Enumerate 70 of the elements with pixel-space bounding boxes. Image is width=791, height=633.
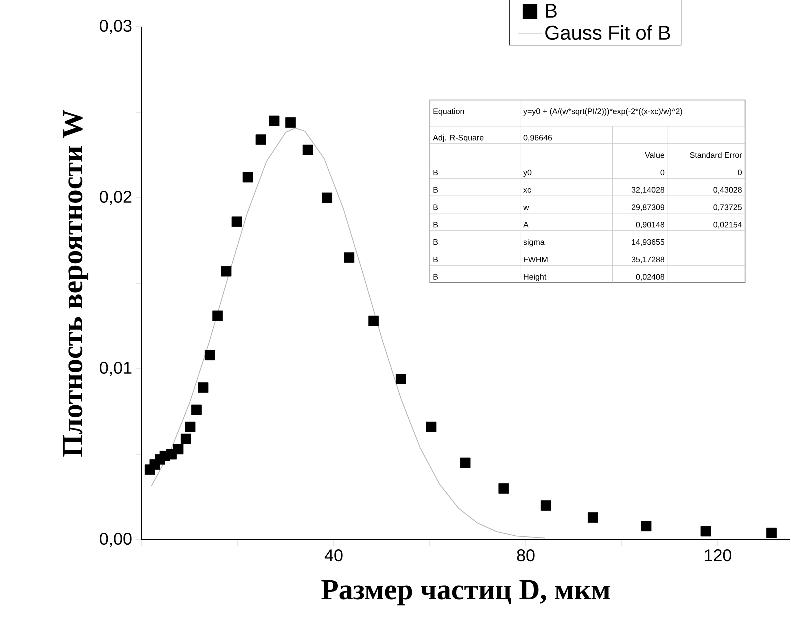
x-tick-label: 40 (324, 550, 343, 562)
annotation: Height (524, 274, 547, 282)
annotation: B (434, 256, 438, 262)
annotation: 35,17288 (632, 256, 665, 264)
point (232, 216, 242, 228)
annotation: B (434, 240, 438, 246)
point (192, 404, 202, 416)
y-tick-label: 0,00 (100, 532, 132, 548)
point (588, 512, 598, 523)
point (641, 521, 652, 532)
point (204, 350, 216, 361)
point (242, 172, 254, 183)
point (185, 422, 196, 432)
point (426, 422, 437, 432)
point (212, 310, 224, 322)
y-tick-label: 0,01 (100, 362, 132, 376)
annotation: 29,87309 (632, 204, 665, 212)
annotation: *exp(-2 (610, 108, 636, 116)
annotation: B (434, 222, 438, 228)
point (344, 252, 355, 264)
annotation: xc (524, 188, 532, 193)
y-axis-title: Плотность вероятности W (63, 110, 89, 457)
annotation: 0,43028 (714, 187, 742, 194)
annotation: Adj. R-Square (433, 134, 484, 142)
point (221, 266, 232, 277)
annotation: Equation (434, 108, 464, 116)
point (368, 316, 380, 326)
annotation: FWHM (524, 256, 548, 262)
annotation: B (434, 204, 438, 210)
annotation: 0 (660, 170, 665, 176)
legend-label: B (546, 4, 557, 18)
annotation: y=y0 + (A/(w*sqrt(PI/2))) (524, 108, 610, 116)
point (180, 434, 192, 444)
annotation: sigma (524, 239, 545, 247)
annotation: 0,02154 (714, 222, 742, 229)
annotation: Standard Error (690, 152, 742, 158)
y-tick-label: 0,02 (100, 190, 132, 206)
x-tick-label: 120 (705, 550, 732, 562)
point (256, 134, 266, 146)
annotation: 0,73725 (714, 204, 742, 212)
point (269, 116, 280, 126)
annotation: 0,96646 (524, 135, 552, 142)
annotation: 0 (738, 170, 742, 176)
point (396, 374, 406, 384)
point (286, 118, 296, 128)
point (322, 192, 332, 204)
annotation: 0,90148 (636, 222, 665, 229)
annotation: 14,93655 (632, 239, 665, 246)
annotation: B (434, 274, 438, 280)
x-axis-title: Размер частиц D, мкм (322, 580, 610, 606)
annotation: 0,02408 (636, 274, 665, 281)
point (173, 444, 184, 455)
point (498, 484, 510, 494)
annotation: B (434, 170, 438, 176)
point (540, 500, 552, 511)
annotation: A (524, 222, 529, 228)
y-tick-label: 0,03 (100, 20, 132, 34)
annotation: *((x-xc)/w)^2) (636, 108, 682, 116)
annotation: Value (645, 152, 665, 158)
point (700, 526, 712, 537)
annotation: y0 (524, 170, 532, 178)
legend-label: Gauss Fit of B (546, 25, 670, 40)
point (766, 528, 777, 538)
point (198, 382, 209, 394)
annotation: B (434, 187, 438, 193)
annotation: w (524, 206, 530, 210)
point (302, 144, 314, 156)
annotation: 32,14028 (632, 187, 665, 194)
point (460, 458, 471, 468)
x-tick-label: 80 (517, 550, 535, 562)
